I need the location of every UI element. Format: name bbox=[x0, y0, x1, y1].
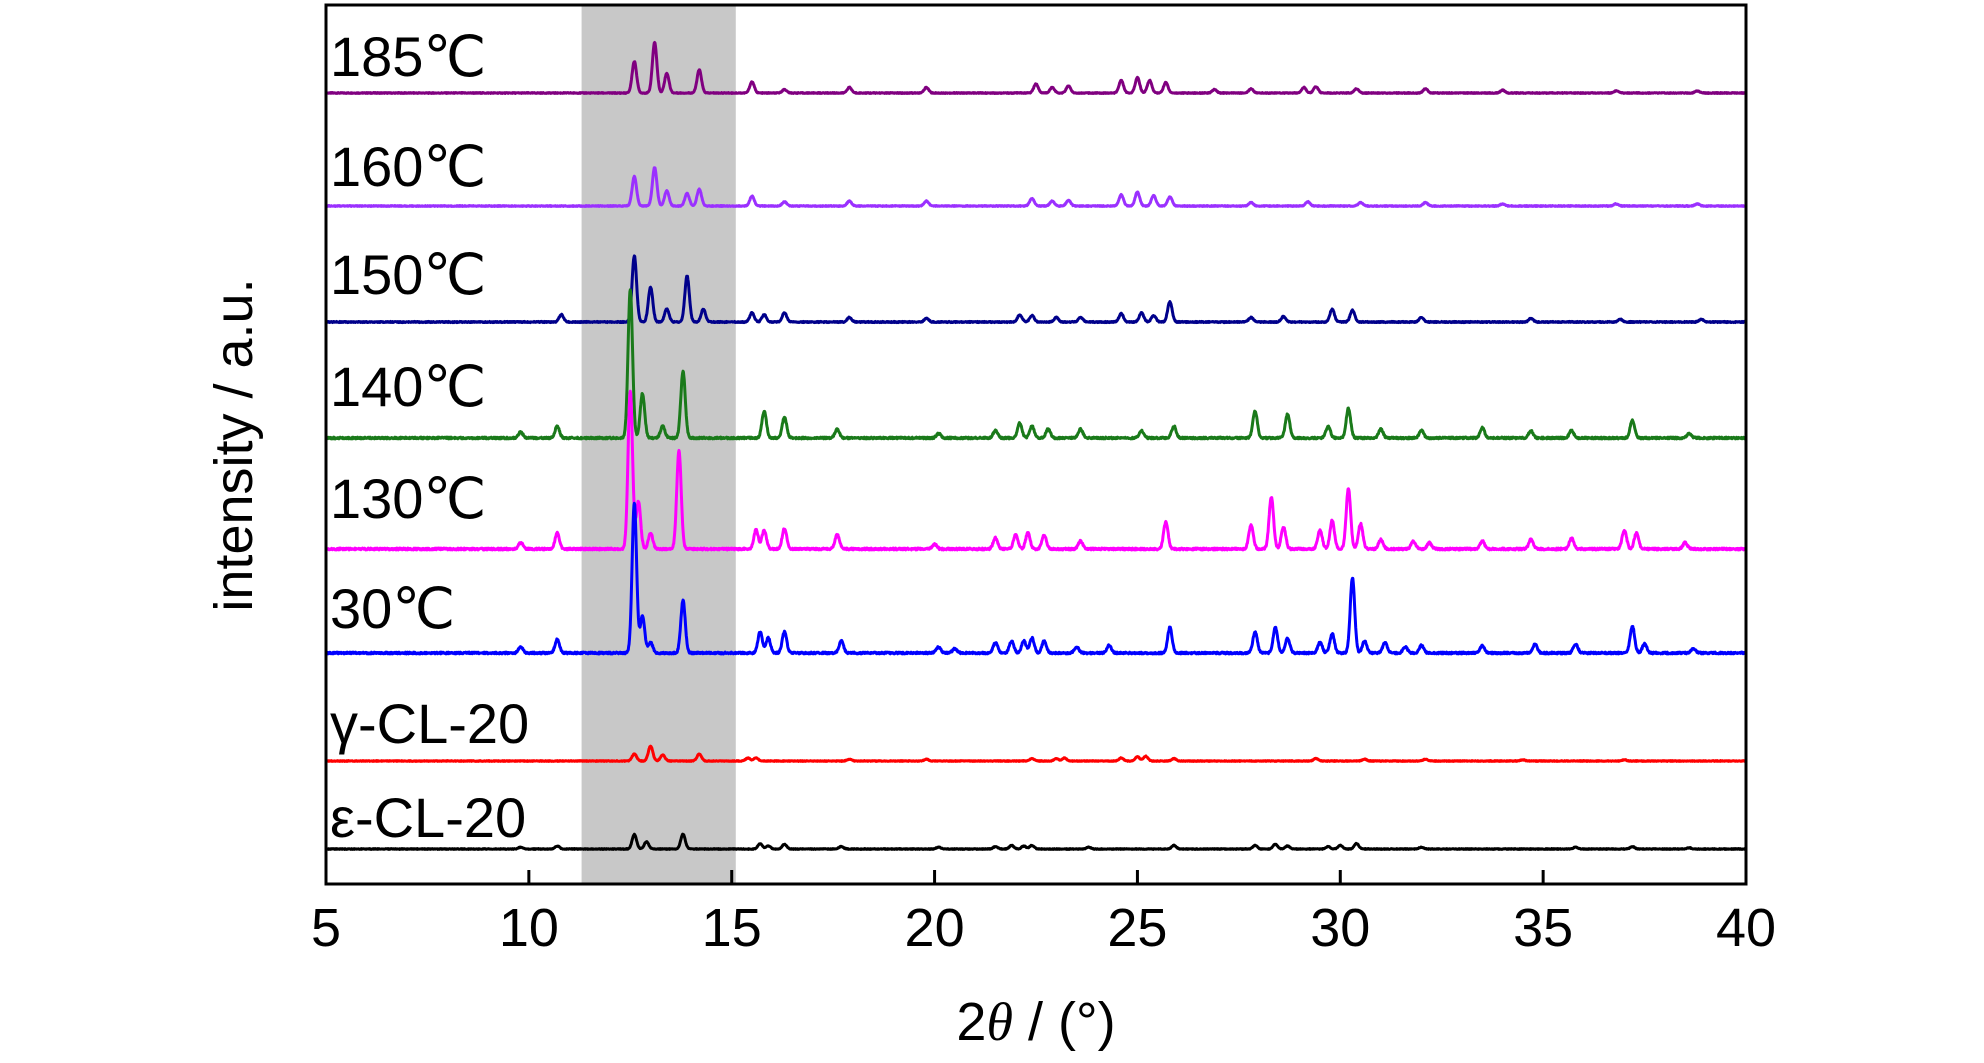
series-label-5: 30℃ bbox=[330, 577, 455, 640]
series-line-2 bbox=[324, 254, 1748, 325]
series-label-group: 185℃ 160℃ 150℃ 140℃ 130℃ 30℃ γ-CL-20 ε-CL-20 bbox=[330, 25, 529, 849]
x-tick-label-2: 15 bbox=[702, 898, 762, 958]
x-axis-label-symbol: θ bbox=[986, 992, 1013, 1052]
series-label-1: 160℃ bbox=[330, 135, 486, 198]
series-line-1 bbox=[324, 166, 1748, 208]
series-line-0 bbox=[324, 41, 1748, 95]
highlight-region bbox=[581, 5, 736, 884]
series-label-6: γ-CL-20 bbox=[330, 692, 529, 755]
series-label-7: ε-CL-20 bbox=[330, 786, 526, 849]
x-axis-label: 2θ / (°) bbox=[956, 992, 1115, 1052]
x-tick-label-7: 40 bbox=[1716, 898, 1776, 958]
series-label-3: 140℃ bbox=[330, 355, 486, 418]
x-tick-label-5: 30 bbox=[1310, 898, 1370, 958]
x-tick-label-0: 5 bbox=[311, 898, 341, 958]
x-axis-label-suffix: / (°) bbox=[1013, 992, 1116, 1052]
series-line-5 bbox=[324, 501, 1748, 656]
x-tick-label-6: 35 bbox=[1513, 898, 1573, 958]
y-axis-label: intensity / a.u. bbox=[204, 278, 264, 611]
series-line-7 bbox=[324, 832, 1748, 851]
x-tick-label-3: 20 bbox=[905, 898, 965, 958]
x-tick-label-4: 25 bbox=[1107, 898, 1167, 958]
x-tick-label-1: 10 bbox=[499, 898, 559, 958]
plot-frame bbox=[324, 3, 1748, 886]
series-label-2: 150℃ bbox=[330, 243, 486, 306]
series-line-6 bbox=[324, 744, 1748, 763]
series-label-0: 185℃ bbox=[330, 25, 486, 88]
series-group bbox=[324, 41, 1748, 851]
series-label-4: 130℃ bbox=[330, 467, 486, 530]
series-line-3 bbox=[324, 288, 1748, 441]
x-axis-label-prefix: 2 bbox=[956, 992, 986, 1052]
x-axis-ticks: 5 10 15 20 25 30 35 40 bbox=[311, 870, 1776, 958]
series-line-4 bbox=[324, 389, 1748, 552]
